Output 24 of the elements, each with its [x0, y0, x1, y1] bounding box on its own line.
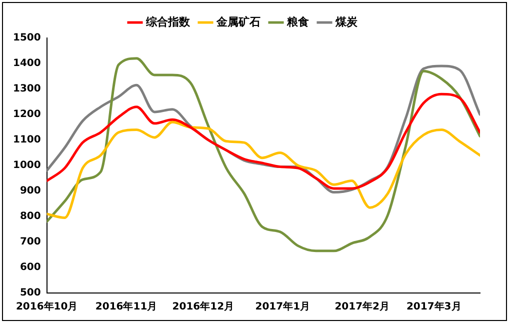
- x-tick-label: 2017年2月: [334, 300, 390, 313]
- line-series: [46, 92, 480, 190]
- y-tick-label: 1500: [12, 32, 41, 44]
- legend-label: 综合指数: [145, 15, 191, 28]
- y-tick-label: 1300: [12, 84, 41, 95]
- y-tick-label: 1200: [12, 109, 41, 120]
- legend-label: 煤炭: [334, 15, 358, 28]
- legend-label: 粮食: [286, 15, 309, 28]
- line-series: [46, 57, 480, 252]
- y-tick-label: 900: [20, 186, 41, 197]
- x-tick-label: 2017年1月: [255, 300, 310, 313]
- y-tick-label: 1100: [12, 134, 41, 146]
- y-tick-label: 1000: [12, 160, 41, 172]
- y-tick-label: 700: [20, 236, 41, 248]
- legend-label: 金属矿石: [216, 15, 260, 28]
- y-tick-label: 500: [20, 288, 41, 299]
- x-tick-label: 2016年11月: [95, 300, 158, 313]
- x-tick-label: 2017年3月: [406, 300, 462, 313]
- y-tick-label: 1400: [12, 58, 41, 70]
- x-tick-label: 2016年10月: [16, 300, 78, 313]
- y-tick-label: 800: [20, 211, 41, 222]
- y-tick-label: 600: [20, 262, 41, 274]
- x-tick-label: 2016年12月: [172, 300, 234, 313]
- line-series: [46, 120, 480, 220]
